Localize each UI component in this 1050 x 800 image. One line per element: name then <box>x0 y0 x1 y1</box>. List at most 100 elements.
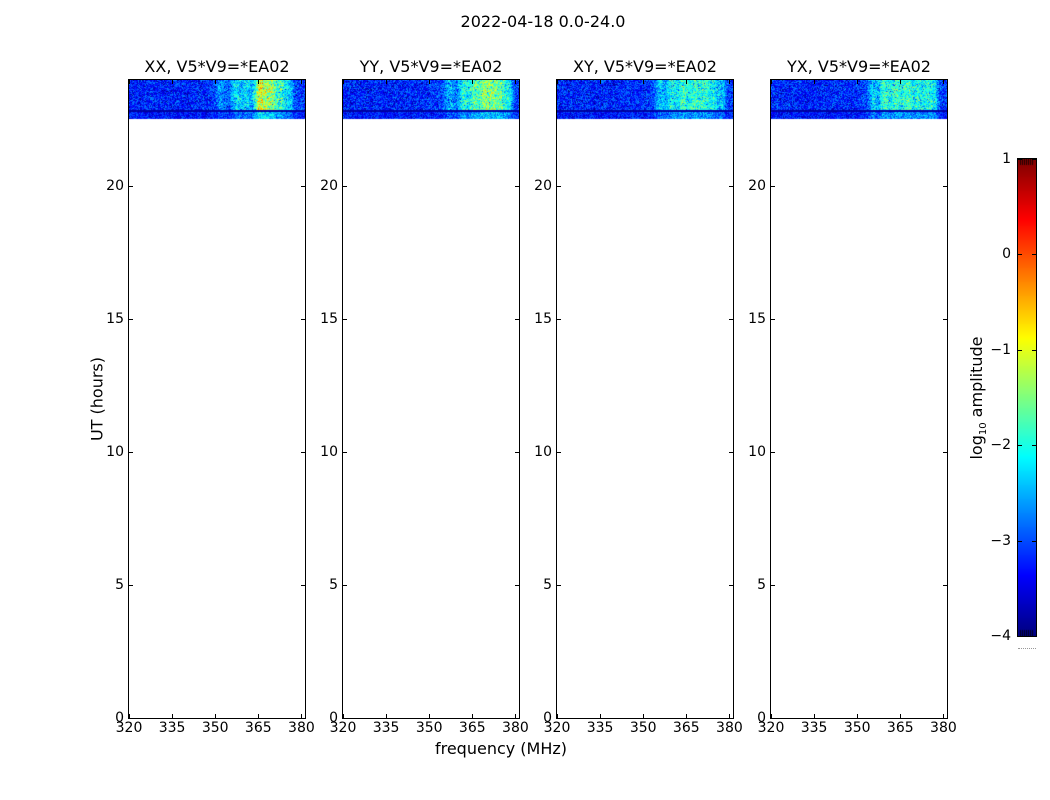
y-tick-left <box>557 186 561 188</box>
y-tick-right <box>301 585 305 587</box>
colorbar-label-subscript: 10 <box>978 421 990 435</box>
y-tick-left <box>129 718 133 719</box>
x-tick-top <box>943 80 945 84</box>
x-tick-bottom <box>386 714 388 718</box>
y-tick-left <box>557 452 561 454</box>
x-tick-label: 380 <box>930 720 957 736</box>
x-tick-top <box>643 80 645 84</box>
y-tick-label: 0 <box>757 710 766 726</box>
x-tick-label: 350 <box>201 720 229 736</box>
spectrogram-canvas-XY <box>557 80 733 718</box>
y-tick-left <box>343 718 347 719</box>
x-tick-top <box>900 80 902 84</box>
colorbar-tick-right <box>1032 159 1036 160</box>
x-tick-bottom <box>729 714 731 718</box>
x-tick-top <box>429 80 431 84</box>
x-tick-top <box>600 80 602 84</box>
y-tick-label: 15 <box>748 311 766 328</box>
spectrogram-panel-XY <box>556 79 734 719</box>
colorbar <box>1017 158 1037 637</box>
y-tick-label: 20 <box>106 178 124 195</box>
colorbar-tick-left <box>1018 445 1022 447</box>
x-tick-bottom <box>643 714 645 718</box>
colorbar-label-suffix: amplitude <box>966 335 986 422</box>
y-tick-left <box>129 585 133 587</box>
x-tick-label: 365 <box>244 720 272 736</box>
x-tick-label: 380 <box>716 720 743 736</box>
y-tick-label: 10 <box>748 444 766 461</box>
y-tick-left <box>343 452 347 454</box>
y-tick-right <box>301 319 305 321</box>
x-tick-top <box>515 80 517 84</box>
x-tick-bottom <box>557 714 558 718</box>
colorbar-label-prefix: log <box>966 434 986 460</box>
x-tick-label: 365 <box>886 720 914 736</box>
x-tick-label: 320 <box>543 720 571 736</box>
y-tick-left <box>771 718 775 719</box>
x-tick-label: 380 <box>502 720 529 736</box>
x-tick-label: 320 <box>115 720 143 736</box>
colorbar-tick-label: 1 <box>1002 151 1011 167</box>
panel-title-YX: YX, V5*V9=*EA02 <box>787 57 931 76</box>
y-tick-right <box>729 585 733 587</box>
x-tick-top <box>258 80 260 84</box>
x-tick-bottom <box>900 714 902 718</box>
y-tick-label: 5 <box>543 577 552 594</box>
x-tick-label: 365 <box>672 720 700 736</box>
x-tick-top <box>771 80 772 84</box>
spectrogram-panel-XX <box>128 79 306 719</box>
spectrogram-canvas-YY <box>343 80 519 718</box>
y-tick-label: 10 <box>534 444 552 461</box>
y-axis-label: UT (hours) <box>87 356 107 442</box>
y-tick-right <box>943 319 947 321</box>
colorbar-tick-left <box>1018 159 1022 160</box>
colorbar-tick-left <box>1018 636 1022 637</box>
x-tick-bottom <box>215 714 217 718</box>
y-tick-left <box>343 585 347 587</box>
y-tick-left <box>771 186 775 188</box>
x-axis-label: frequency (MHz) <box>434 739 568 758</box>
colorbar-tick-label: −3 <box>990 532 1011 549</box>
colorbar-tick-label: −4 <box>990 628 1011 644</box>
x-tick-label: 335 <box>372 720 400 736</box>
x-tick-top <box>215 80 217 84</box>
y-tick-label: 5 <box>115 577 124 594</box>
colorbar-canvas <box>1018 159 1036 636</box>
colorbar-tick-left <box>1018 254 1022 256</box>
y-tick-right <box>515 585 519 587</box>
y-tick-right <box>301 452 305 454</box>
x-tick-bottom <box>771 714 772 718</box>
y-tick-right <box>729 186 733 188</box>
colorbar-extend-dots <box>1018 648 1036 649</box>
y-tick-label: 15 <box>320 311 338 328</box>
x-tick-label: 380 <box>288 720 315 736</box>
y-tick-left <box>129 452 133 454</box>
x-tick-label: 350 <box>415 720 443 736</box>
y-tick-left <box>771 452 775 454</box>
y-tick-left <box>771 319 775 321</box>
x-tick-top <box>857 80 859 84</box>
x-tick-top <box>172 80 174 84</box>
x-tick-label: 365 <box>458 720 486 736</box>
x-tick-top <box>729 80 731 84</box>
x-tick-label: 335 <box>586 720 614 736</box>
x-tick-bottom <box>343 714 344 718</box>
y-tick-label: 10 <box>320 444 338 461</box>
y-tick-right <box>515 319 519 321</box>
colorbar-tick-label: −1 <box>990 341 1011 358</box>
y-tick-label: 5 <box>757 577 766 594</box>
x-tick-label: 350 <box>629 720 657 736</box>
y-tick-right <box>515 186 519 188</box>
y-tick-left <box>557 718 561 719</box>
colorbar-tick-right <box>1032 636 1036 637</box>
colorbar-tick-right <box>1032 349 1036 351</box>
y-tick-label: 15 <box>534 311 552 328</box>
y-tick-right <box>943 585 947 587</box>
y-tick-right <box>301 186 305 188</box>
y-tick-left <box>343 186 347 188</box>
y-tick-right <box>515 452 519 454</box>
y-tick-label: 20 <box>534 178 552 195</box>
x-tick-bottom <box>258 714 260 718</box>
x-tick-top <box>814 80 816 84</box>
x-tick-label: 350 <box>843 720 871 736</box>
